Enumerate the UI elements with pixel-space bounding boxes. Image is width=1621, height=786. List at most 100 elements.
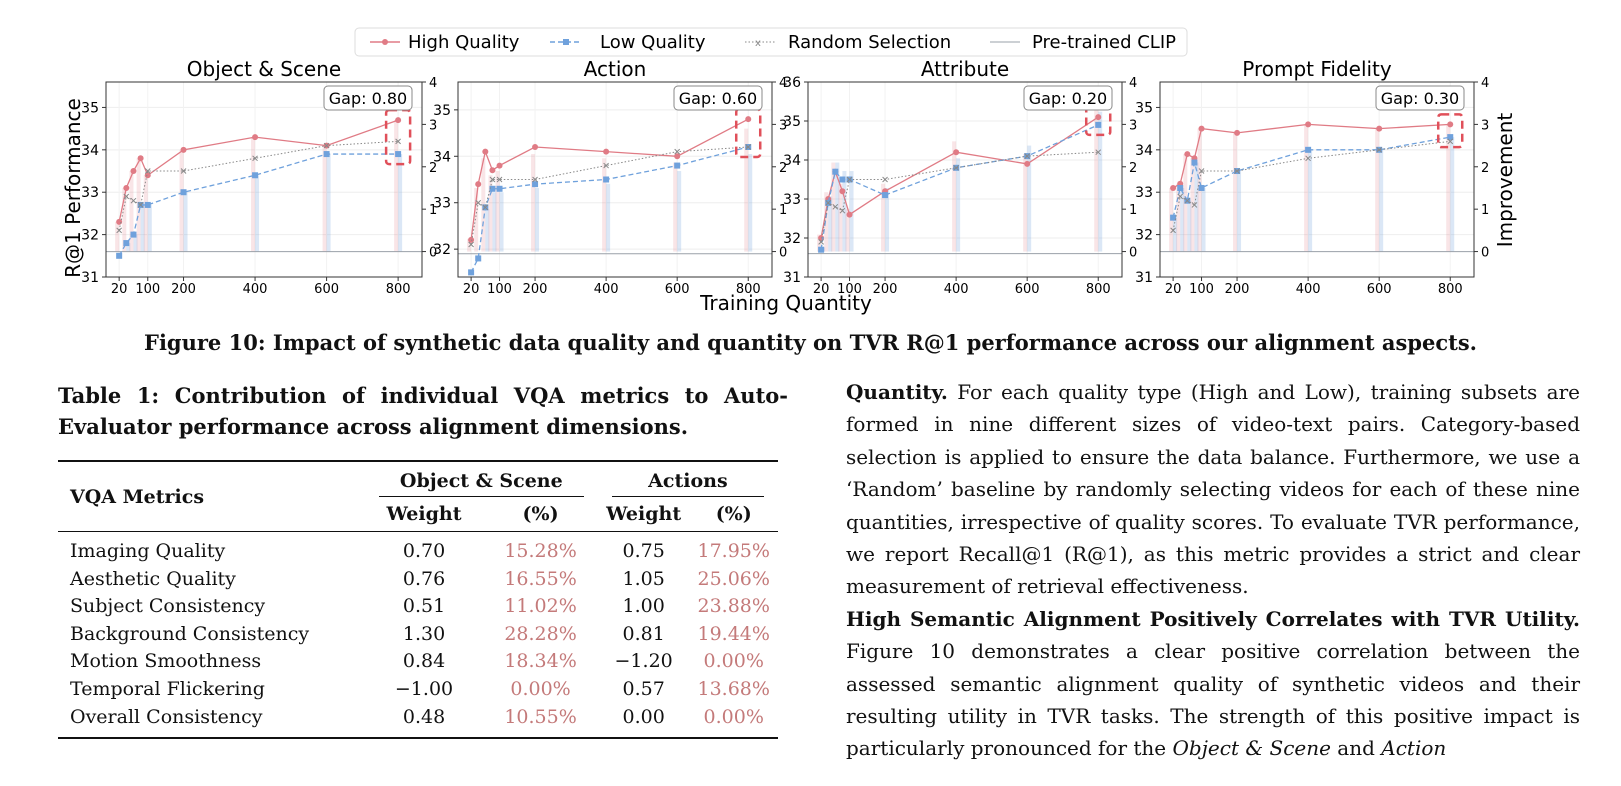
point-high [496,162,503,169]
y-tick-label-right: 3 [429,118,437,133]
y-tick-label: 32 [1135,228,1153,244]
point-high [1024,160,1031,167]
group2-label: Actions [611,470,764,497]
plot-frame [1159,81,1475,278]
y-tick-label-right: 2 [429,161,437,176]
cell-pct-actions: 19.44% [697,622,770,645]
improvement-bar-high [838,183,843,252]
improvement-bar-low [885,187,890,252]
x-tick-label: 20 [463,282,480,297]
cell-weight-object-scene: 0.51 [402,595,446,618]
point-low [832,168,839,175]
point-random [1234,168,1240,174]
col-pct-1: (%) [522,503,559,525]
improvement-bar-high [474,187,479,252]
point-random [532,176,538,183]
point-high [1170,184,1177,191]
y-tick-label-right: 1 [429,203,437,218]
point-random [832,203,839,210]
emphasis-action: Action [1381,736,1447,761]
x-tick-label: 800 [736,282,761,297]
cell-pct-object-scene: 28.28% [504,622,577,645]
improvement-bar-low [126,243,131,252]
paragraph-alignment: High Semantic Alignment Positively Corre… [846,603,1580,765]
point-random [953,164,959,171]
improvement-bar-low [835,162,840,252]
improvement-bar-low [849,171,854,252]
improvement-bar-high [1375,128,1380,252]
improvement-bar-low [1187,200,1192,252]
y-tick-label: 31 [1135,270,1153,286]
y-tick-label-right: 3 [779,118,787,133]
x-tick-label: 400 [1296,282,1321,297]
point-random [1095,149,1102,156]
paragraph-body-alignment: Figure 10 demonstrates a clear positive … [846,639,1580,761]
point-random [130,197,137,204]
table-row: Overall Consistency 0.48 10.55% 0.00 0.00% [58,704,778,732]
point-high [532,144,539,150]
improvement-bar-high [251,137,256,252]
y-tick-label-right: 1 [779,203,787,218]
x-tick-label: 200 [171,282,196,297]
improvement-bar-high [881,183,886,252]
y-tick-label: 35 [433,103,451,119]
point-low [323,151,330,158]
improvement-bar-high [488,175,493,252]
point-low [1177,184,1184,191]
y-tick-label-right: 0 [779,246,787,261]
cell-pct-actions: 25.06% [697,567,770,590]
y-tick-label: 35 [1135,100,1153,116]
table-row: Background Consistency 1.30 28.28% 0.81 19.4… [58,621,778,649]
improvement-bar-low [1379,149,1384,252]
y-axis-label-left: R@1 Performance [61,98,85,278]
improvement-bar-high [1094,103,1099,252]
improvement-bar-low [1201,187,1206,252]
cell-weight-object-scene: 0.84 [402,650,446,673]
point-low [489,185,496,192]
point-low [395,151,402,158]
panel-title: Prompt Fidelity [1242,57,1392,81]
y-axis-label-right: Improvement [1493,113,1517,248]
cell-weight-object-scene: 0.48 [402,705,446,728]
y-tick-label: 32 [433,242,451,258]
cell-pct-object-scene: 0.00% [510,677,571,700]
table-row: Temporal Flickering −1.00 0.00% 0.57 13.68% [58,676,778,704]
point-low [116,252,123,259]
panel-title: Attribute [921,57,1009,81]
improvement-bar-high [1023,154,1028,252]
point-random [180,168,187,174]
cell-pct-object-scene: 11.02% [504,595,577,618]
cell-pct-actions: 0.00% [703,705,764,728]
point-high [1234,129,1241,136]
cell-pct-object-scene: 10.55% [504,705,577,728]
gap-annotation-text: Gap: 0.60 [679,89,757,108]
col-weight-2: Weight [606,503,682,525]
point-low [818,246,825,253]
point-low [1305,146,1312,153]
y-tick-label: 33 [433,196,451,212]
gap-annotation: Gap: 0.60 [673,85,763,111]
y-tick-label-right: 2 [1481,161,1489,176]
y-tick-label: 34 [433,149,451,165]
table-caption: Table 1: Contribution of individual VQA … [58,383,788,439]
cell-pct-object-scene: 18.34% [504,650,577,673]
improvement-bar-low [1308,149,1313,252]
point-random [1024,153,1031,159]
point-random [818,239,824,245]
point-random [1447,138,1454,145]
improvement-bar-high [531,154,536,252]
point-high [482,148,489,155]
cell-weight-actions: −1.20 [614,650,673,673]
improvement-bar-low [1237,171,1242,252]
x-tick-label: 600 [1367,282,1392,297]
point-high [475,181,482,188]
point-high [123,184,130,191]
gap-highlight-box [384,108,412,166]
improvement-bar-high [179,149,184,252]
point-high [180,146,187,153]
point-high [144,172,151,179]
improvement-bar-high [817,234,822,252]
legend-high: High Quality [408,32,520,53]
col-group-actions: Actions [598,461,778,497]
